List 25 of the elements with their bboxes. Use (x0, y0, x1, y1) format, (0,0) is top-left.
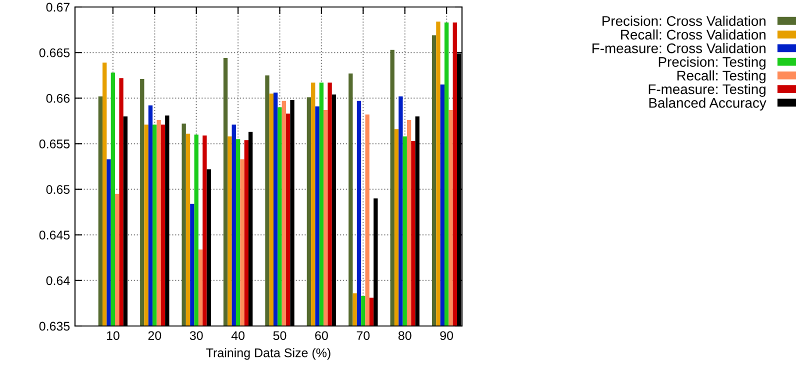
x-tick-label: 60 (315, 331, 328, 340)
x-tick-label: 10 (106, 331, 120, 340)
legend-label: Recall: Cross Validation (621, 29, 766, 40)
x-tick-label: 40 (231, 331, 245, 340)
x-axis-title: Training Data Size (%) (206, 348, 330, 360)
y-tick-label: 0.65 (46, 185, 70, 194)
y-tick-label: 0.67 (46, 2, 70, 12)
legend-label: Precision: Cross Validation (602, 16, 766, 26)
y-tick-label: 0.655 (39, 140, 70, 148)
y-tick-label: 0.645 (39, 230, 70, 240)
legend-label: F-measure: Cross Validation (592, 43, 766, 54)
legend-label: Precision: Testing (658, 56, 766, 70)
x-tick-label: 30 (190, 331, 203, 340)
y-tick-label: 0.635 (39, 322, 70, 331)
y-tick-label: 0.64 (46, 276, 70, 286)
legend-label: Recall: Testing (677, 70, 766, 84)
x-tick-label: 90 (440, 331, 454, 340)
x-tick-label: 70 (356, 331, 370, 340)
legend-label: Balanced Accuracy (649, 98, 766, 111)
x-tick-label: 80 (398, 331, 412, 340)
x-tick-label: 50 (273, 331, 286, 340)
y-tick-label: 0.665 (39, 48, 70, 58)
legend-label: F-measure: Testing (648, 84, 766, 97)
y-tick-label: 0.66 (46, 94, 70, 103)
x-tick-label: 20 (148, 331, 162, 340)
